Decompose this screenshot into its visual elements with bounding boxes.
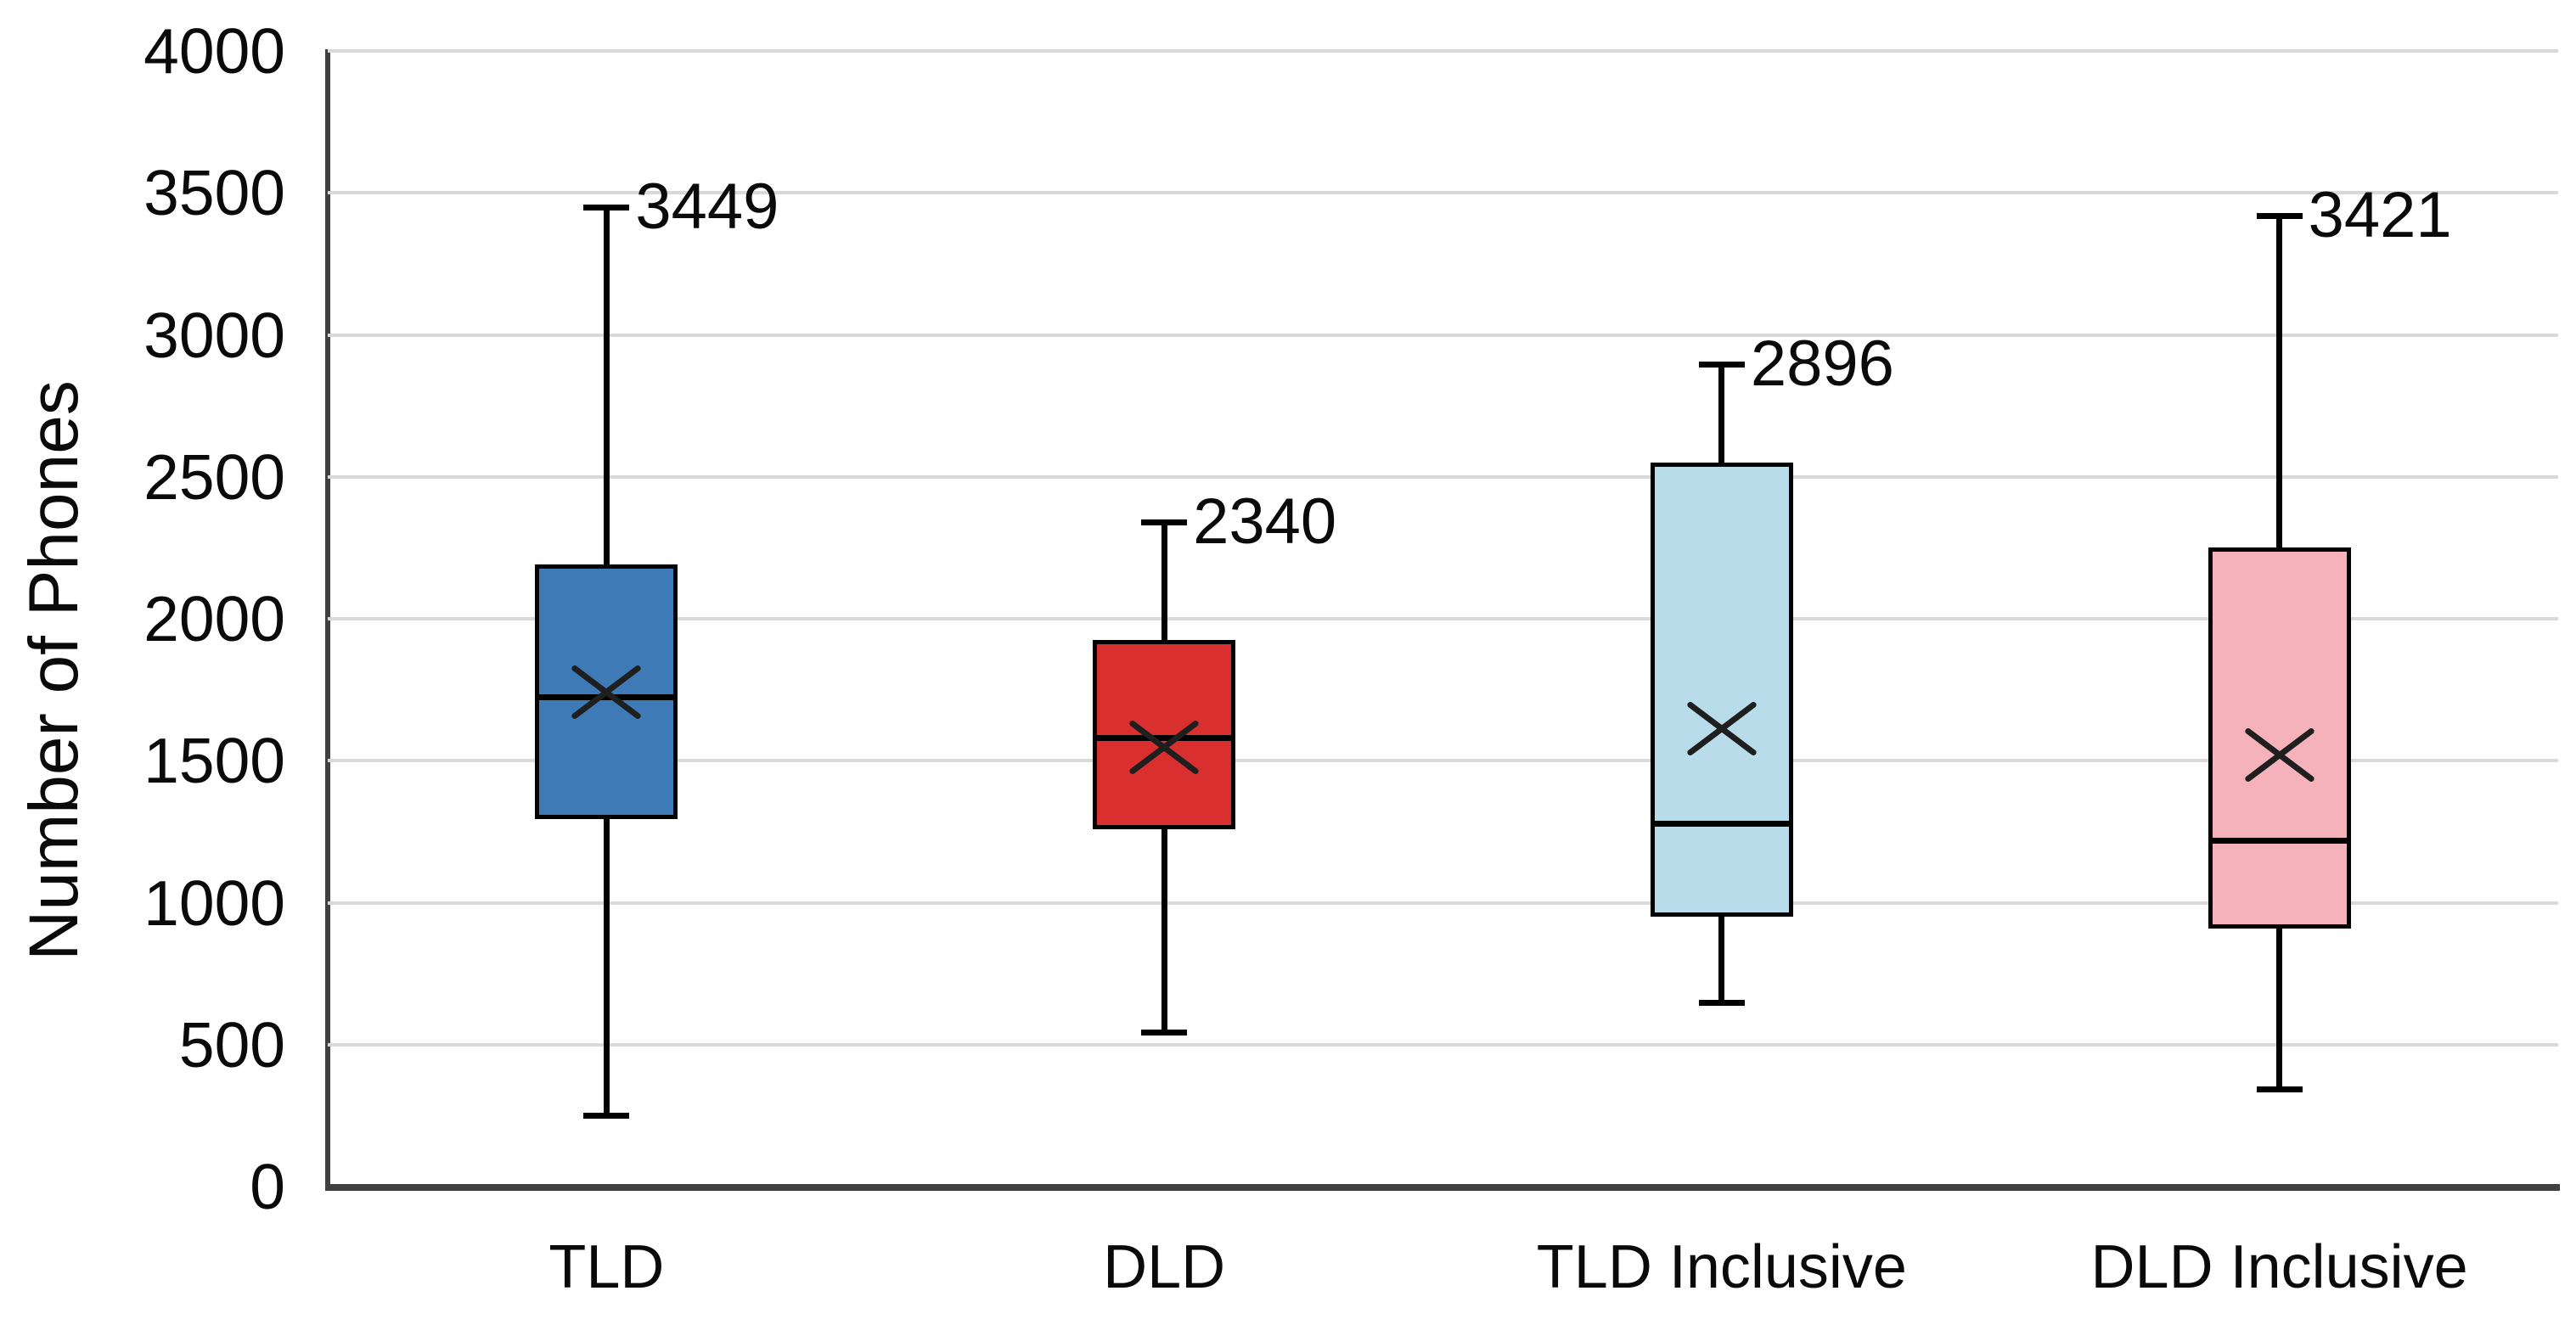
whisker-cap-top bbox=[1698, 362, 1745, 368]
y-tick-label: 1000 bbox=[143, 867, 285, 939]
max-value-label: 3449 bbox=[635, 171, 779, 244]
whisker-cap-top bbox=[583, 205, 630, 211]
x-category-label: DLD Inclusive bbox=[2090, 1233, 2468, 1301]
whisker-cap-bottom bbox=[2256, 1086, 2303, 1092]
gridline bbox=[328, 759, 2558, 763]
x-category-label: TLD Inclusive bbox=[1536, 1233, 1907, 1301]
box-rect bbox=[2208, 547, 2351, 929]
gridline bbox=[328, 191, 2558, 195]
y-tick-label: 2500 bbox=[143, 441, 285, 513]
max-value-label: 2896 bbox=[1750, 328, 1894, 401]
y-tick-label: 500 bbox=[178, 1008, 285, 1080]
median-line bbox=[535, 693, 678, 700]
median-line bbox=[2208, 837, 2351, 844]
gridline bbox=[328, 617, 2558, 620]
mean-marker-icon bbox=[1679, 687, 1764, 772]
median-line bbox=[1650, 820, 1793, 827]
whisker-cap-bottom bbox=[583, 1113, 630, 1120]
mean-marker-icon bbox=[1122, 705, 1206, 790]
max-value-label: 2340 bbox=[1193, 486, 1337, 558]
whisker-cap-top bbox=[2256, 212, 2303, 219]
whisker-cap-bottom bbox=[1141, 1029, 1188, 1036]
y-axis-title: Number of Phones bbox=[15, 380, 93, 961]
box-rect bbox=[1650, 463, 1793, 918]
mean-marker-icon bbox=[564, 650, 649, 735]
y-tick-label: 3000 bbox=[143, 299, 285, 371]
y-tick-label: 1500 bbox=[143, 725, 285, 797]
box-rect bbox=[1093, 640, 1236, 829]
whisker-cap-bottom bbox=[1698, 999, 1745, 1006]
y-tick-label: 0 bbox=[250, 1151, 285, 1222]
x-axis-line bbox=[325, 1184, 2560, 1191]
max-value-label: 3421 bbox=[2308, 178, 2452, 251]
y-tick-label: 3500 bbox=[143, 157, 285, 229]
y-tick-label: 2000 bbox=[143, 583, 285, 654]
median-line bbox=[1093, 735, 1236, 742]
gridline bbox=[328, 901, 2558, 905]
gridline bbox=[328, 474, 2558, 479]
y-tick-label: 4000 bbox=[143, 15, 285, 87]
gridline bbox=[328, 333, 2558, 337]
x-category-label: DLD bbox=[1103, 1233, 1226, 1301]
whisker-cap-top bbox=[1141, 519, 1188, 526]
x-category-label: TLD bbox=[548, 1233, 665, 1301]
gridline bbox=[328, 1042, 2558, 1047]
mean-marker-icon bbox=[2237, 713, 2322, 798]
gridline bbox=[328, 49, 2558, 53]
